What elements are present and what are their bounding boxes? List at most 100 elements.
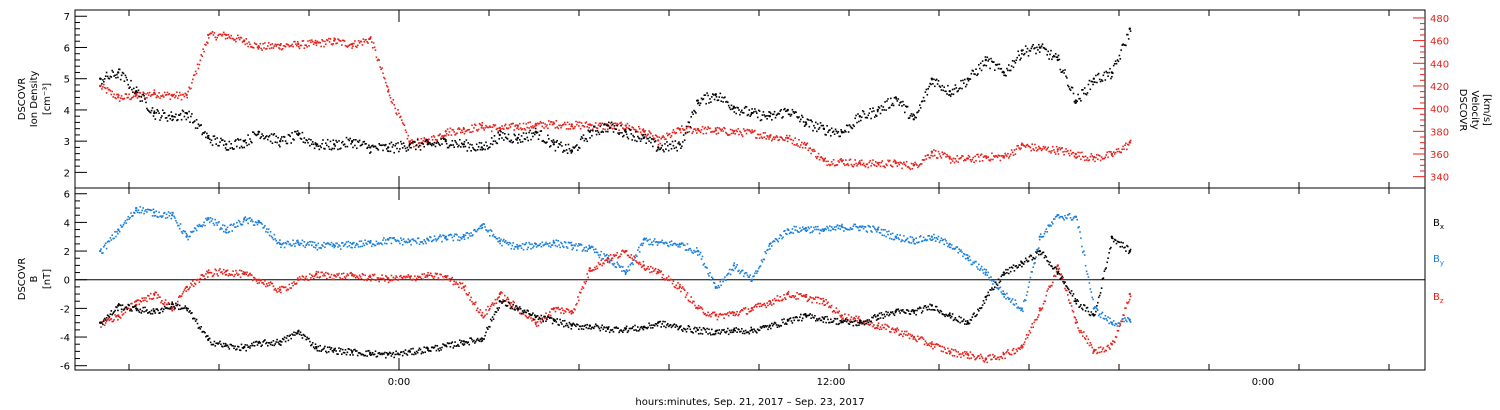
- velocity-series-point: [359, 40, 362, 43]
- bx-series-point: [237, 346, 240, 348]
- density-series-point: [915, 116, 917, 119]
- velocity-series-point: [1030, 149, 1033, 152]
- bz-series-point: [531, 319, 533, 322]
- velocity-series-point: [210, 32, 213, 35]
- by-series-point: [761, 261, 764, 263]
- by-series-point: [187, 238, 189, 241]
- by-series-point: [600, 250, 603, 253]
- bz-series-point: [525, 315, 528, 318]
- velocity-series-point: [525, 123, 528, 125]
- bz-series-point: [292, 284, 294, 287]
- velocity-series-point: [212, 34, 215, 36]
- by-series-point: [1028, 281, 1031, 283]
- density-series-point: [883, 109, 885, 111]
- bx-series-point: [247, 346, 249, 348]
- bz-series-point: [608, 258, 610, 260]
- bz-series-point: [562, 309, 564, 311]
- density-series-point: [122, 72, 125, 75]
- by-series-point: [858, 229, 860, 232]
- bz-series-point: [630, 254, 633, 256]
- by-series-point: [801, 229, 803, 231]
- density-series-point: [272, 134, 275, 136]
- bz-series-marker: [333, 274, 336, 277]
- bz-series-point: [118, 316, 121, 318]
- bz-series-point: [659, 271, 662, 273]
- bz-series-point: [489, 308, 491, 310]
- velocity-series-point: [305, 44, 307, 47]
- velocity-series-point: [939, 155, 942, 157]
- by-series-point: [170, 217, 173, 220]
- bz-series-point: [1097, 346, 1100, 349]
- velocity-series-point: [583, 126, 586, 128]
- velocity-series-point: [451, 129, 454, 131]
- density-series-point: [310, 139, 312, 141]
- bz-series-point: [858, 315, 860, 318]
- density-series-point: [909, 115, 912, 117]
- density-series-point: [1106, 71, 1108, 74]
- bx-series-point: [269, 343, 272, 346]
- bz-series-point: [808, 298, 811, 300]
- density-series-point: [237, 138, 239, 140]
- by-series-point: [1001, 293, 1004, 295]
- velocity-series-point: [109, 90, 112, 92]
- bx-series-point: [321, 349, 323, 351]
- velocity-series-point: [727, 134, 729, 136]
- density-series-point: [918, 109, 920, 112]
- density-series-point: [599, 125, 602, 128]
- bz-series-point: [759, 302, 762, 305]
- bz-series-point: [129, 308, 131, 310]
- bz-series-point: [479, 309, 482, 311]
- bz-series-point: [930, 345, 932, 348]
- by-series-point: [1098, 313, 1101, 315]
- velocity-series-point: [160, 95, 162, 97]
- bz-series-point: [375, 279, 378, 281]
- by-series-point: [834, 229, 837, 231]
- velocity-series-point: [1103, 157, 1106, 160]
- bx-series-point: [118, 303, 120, 305]
- by-series-point: [885, 235, 887, 238]
- bz-series-point: [340, 278, 342, 280]
- density-series-point: [478, 141, 481, 144]
- bz-series-point: [434, 272, 437, 275]
- bz-series-point: [746, 313, 749, 315]
- bz-series-point: [665, 278, 667, 281]
- bz-series-point: [312, 277, 315, 280]
- density-series-point: [229, 147, 232, 150]
- velocity-series-point: [579, 127, 582, 130]
- velocity-series-point: [1113, 153, 1116, 155]
- bz-series-point: [864, 322, 867, 325]
- by-series-point: [925, 239, 928, 242]
- density-series-point: [760, 119, 763, 121]
- density-series-point: [1101, 80, 1104, 82]
- by-series-point: [173, 215, 175, 218]
- bz-series-point: [747, 308, 750, 310]
- velocity-series-point: [1003, 157, 1005, 159]
- velocity-series-point: [127, 96, 129, 99]
- by-series-point: [252, 224, 255, 226]
- velocity-series-point: [537, 123, 540, 125]
- bz-series-point: [178, 295, 181, 297]
- velocity-series-point: [304, 44, 306, 46]
- density-series-point: [579, 138, 582, 141]
- by-series-point: [347, 240, 350, 243]
- bz-series-point: [348, 278, 351, 281]
- density-series-point: [1037, 49, 1039, 51]
- velocity-series-point: [834, 164, 837, 167]
- velocity-series-point: [671, 131, 674, 134]
- bx-series-point: [116, 306, 118, 309]
- density-series-point: [504, 136, 507, 139]
- velocity-series-point: [782, 138, 784, 141]
- by-series-point: [363, 244, 366, 247]
- velocity-series-point: [1025, 144, 1028, 147]
- density-series-marker: [570, 149, 573, 152]
- bz-series-point: [185, 290, 188, 292]
- velocity-series-point: [237, 37, 240, 39]
- density-series-point: [182, 110, 185, 113]
- by-series-marker: [1128, 318, 1132, 321]
- bx-series-point: [121, 304, 124, 306]
- velocity-series-point: [1118, 150, 1121, 153]
- velocity-series-point: [670, 135, 673, 137]
- velocity-series-point: [338, 39, 340, 41]
- velocity-series-point: [943, 152, 945, 154]
- density-series-point: [184, 112, 187, 114]
